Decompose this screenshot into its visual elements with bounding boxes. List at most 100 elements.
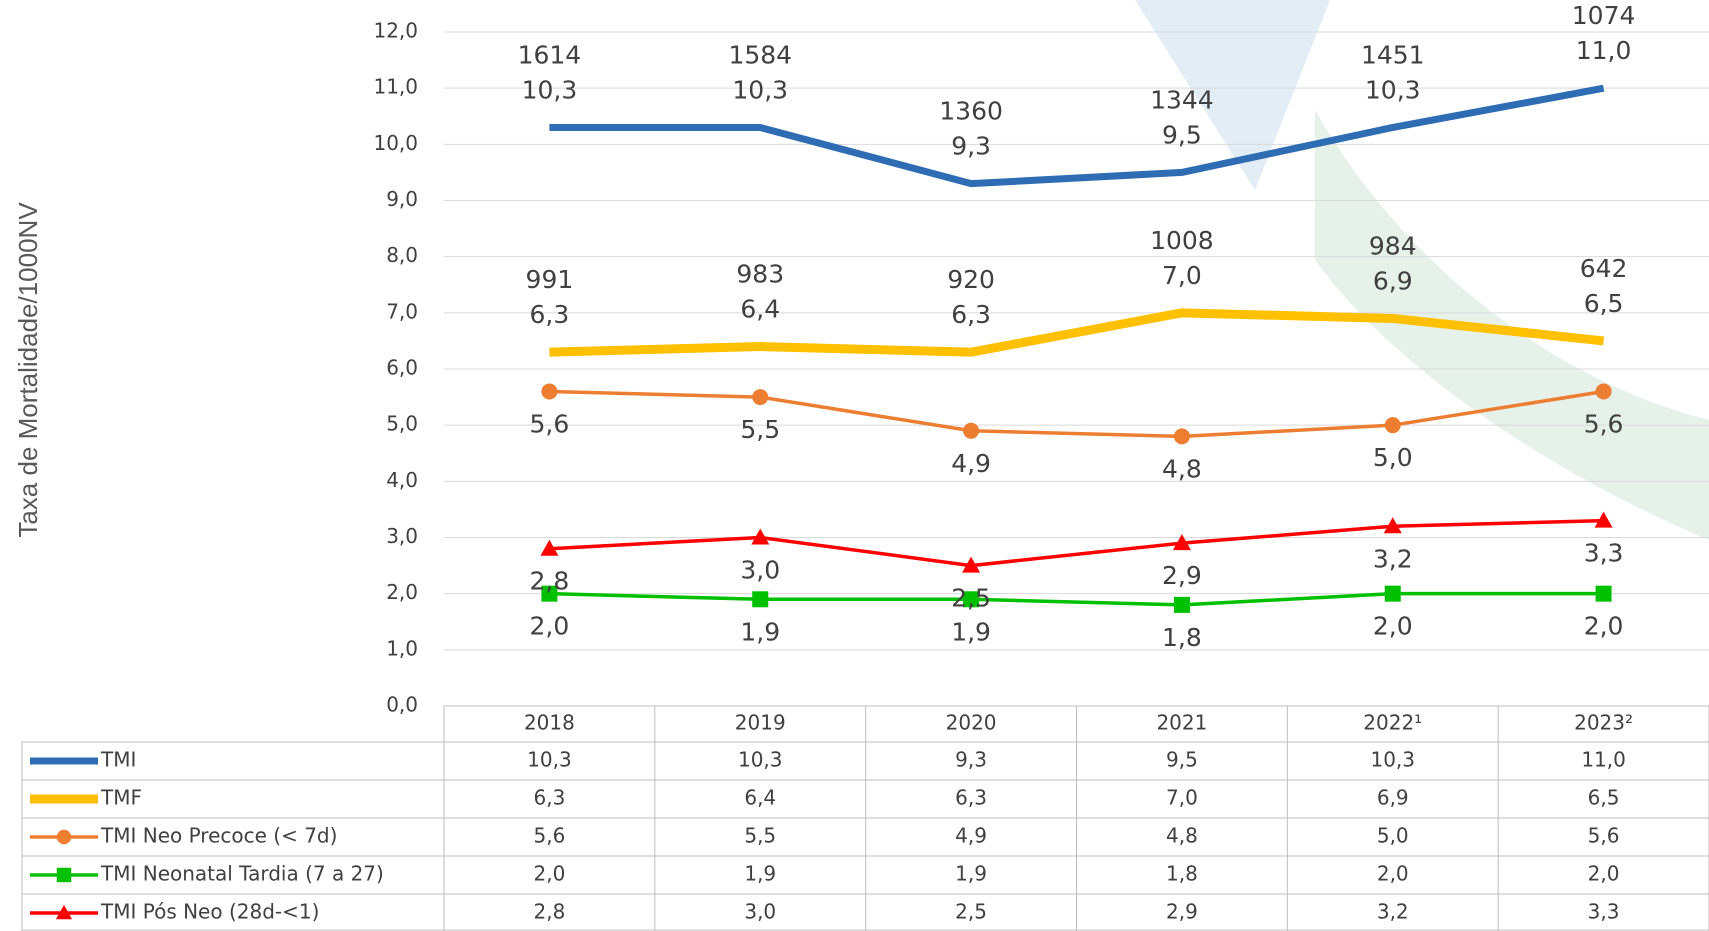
data-label: 5,6 bbox=[1584, 409, 1624, 438]
table-cell: 6,5 bbox=[1588, 786, 1620, 810]
count-label: 1614 bbox=[518, 40, 582, 69]
y-tick-label: 8,0 bbox=[386, 243, 418, 267]
table-cell: 4,8 bbox=[1166, 824, 1198, 848]
data-label: 1,9 bbox=[740, 617, 780, 646]
data-point bbox=[963, 423, 979, 439]
count-label: 1008 bbox=[1150, 226, 1214, 255]
count-label: 983 bbox=[736, 260, 784, 289]
table-cell: 6,4 bbox=[744, 786, 776, 810]
y-tick-label: 0,0 bbox=[386, 693, 418, 717]
table-cell: 4,9 bbox=[955, 824, 987, 848]
table-cell: 7,0 bbox=[1166, 786, 1198, 810]
y-tick-label: 1,0 bbox=[386, 636, 418, 660]
data-label: 3,0 bbox=[740, 556, 780, 585]
data-label: 10,3 bbox=[732, 75, 788, 104]
data-point bbox=[1174, 428, 1190, 444]
data-label: 2,0 bbox=[530, 612, 570, 641]
data-label: 6,9 bbox=[1373, 266, 1413, 295]
x-tick-label: 2018 bbox=[524, 711, 575, 735]
data-label: 4,9 bbox=[951, 449, 991, 478]
y-tick-label: 12,0 bbox=[373, 19, 418, 43]
data-point bbox=[752, 389, 768, 405]
legend-label: TMI Pós Neo (28d-<1) bbox=[100, 900, 319, 924]
data-label: 2,9 bbox=[1162, 561, 1202, 590]
data-label: 2,0 bbox=[1584, 612, 1624, 641]
legend-label: TMI Neo Precoce (< 7d) bbox=[100, 824, 337, 848]
x-tick-label: 2021 bbox=[1156, 711, 1207, 735]
table-cell: 2,5 bbox=[955, 900, 987, 924]
data-label: 10,3 bbox=[1365, 75, 1421, 104]
data-label: 6,5 bbox=[1584, 289, 1624, 318]
data-label: 5,0 bbox=[1373, 443, 1413, 472]
table-cell: 2,9 bbox=[1166, 900, 1198, 924]
legend-label: TMI bbox=[100, 748, 136, 772]
data-label: 6,3 bbox=[951, 300, 991, 329]
table-cell: 1,9 bbox=[955, 862, 987, 886]
x-tick-label: 2020 bbox=[946, 711, 997, 735]
data-label: 2,5 bbox=[951, 584, 991, 613]
data-point bbox=[1596, 383, 1612, 399]
table-cell: 5,0 bbox=[1377, 824, 1409, 848]
data-label: 1,9 bbox=[951, 617, 991, 646]
count-label: 642 bbox=[1580, 254, 1628, 283]
series-line bbox=[549, 521, 1603, 566]
table-cell: 3,0 bbox=[744, 900, 776, 924]
data-label: 5,6 bbox=[530, 409, 570, 438]
data-label: 10,3 bbox=[522, 75, 578, 104]
count-label: 1451 bbox=[1361, 40, 1425, 69]
table-cell: 2,8 bbox=[534, 900, 566, 924]
data-label: 7,0 bbox=[1162, 261, 1202, 290]
legend-label: TMI Neonatal Tardia (7 a 27) bbox=[100, 862, 384, 886]
y-tick-label: 10,0 bbox=[373, 131, 418, 155]
decoration bbox=[1315, 110, 1709, 540]
table-cell: 2,0 bbox=[534, 862, 566, 886]
data-label: 6,4 bbox=[740, 295, 780, 324]
data-label: 2,8 bbox=[530, 567, 570, 596]
y-axis-label: Taxa de Mortalidade/1000NV bbox=[13, 202, 43, 538]
data-label: 2,0 bbox=[1373, 612, 1413, 641]
count-label: 920 bbox=[947, 265, 995, 294]
table-cell: 5,5 bbox=[744, 824, 776, 848]
table-cell: 10,3 bbox=[527, 748, 572, 772]
data-point bbox=[1174, 597, 1190, 613]
y-tick-label: 6,0 bbox=[386, 356, 418, 380]
x-tick-label: 2023² bbox=[1574, 711, 1633, 735]
count-label: 1344 bbox=[1150, 85, 1214, 114]
y-tick-label: 11,0 bbox=[373, 75, 418, 99]
data-label: 5,5 bbox=[740, 415, 780, 444]
table-cell: 9,5 bbox=[1166, 748, 1198, 772]
data-point bbox=[1596, 586, 1612, 602]
data-point bbox=[1385, 417, 1401, 433]
y-tick-label: 2,0 bbox=[386, 580, 418, 604]
count-label: 984 bbox=[1369, 231, 1417, 260]
data-point bbox=[752, 591, 768, 607]
data-label: 9,3 bbox=[951, 132, 991, 161]
table-cell: 5,6 bbox=[1588, 824, 1620, 848]
table-cell: 3,2 bbox=[1377, 900, 1409, 924]
table-cell: 2,0 bbox=[1377, 862, 1409, 886]
table-cell: 2,0 bbox=[1588, 862, 1620, 886]
legend-label: TMF bbox=[100, 786, 142, 810]
legend-marker bbox=[57, 868, 71, 882]
y-tick-label: 5,0 bbox=[386, 412, 418, 436]
y-tick-label: 9,0 bbox=[386, 187, 418, 211]
table-cell: 9,3 bbox=[955, 748, 987, 772]
data-label: 6,3 bbox=[530, 300, 570, 329]
legend-marker bbox=[57, 830, 71, 844]
table-cell: 5,6 bbox=[534, 824, 566, 848]
y-tick-label: 7,0 bbox=[386, 299, 418, 323]
y-tick-label: 3,0 bbox=[386, 524, 418, 548]
table-cell: 6,3 bbox=[534, 786, 566, 810]
data-point bbox=[1385, 586, 1401, 602]
table-cell: 3,3 bbox=[1588, 900, 1620, 924]
series-line bbox=[549, 594, 1603, 605]
table-cell: 10,3 bbox=[738, 748, 783, 772]
data-point bbox=[541, 383, 557, 399]
series-line bbox=[549, 88, 1603, 183]
table-cell: 6,9 bbox=[1377, 786, 1409, 810]
series-line bbox=[549, 391, 1603, 436]
data-label: 3,2 bbox=[1373, 544, 1413, 573]
count-label: 991 bbox=[526, 265, 574, 294]
data-label: 9,5 bbox=[1162, 120, 1202, 149]
table-cell: 10,3 bbox=[1370, 748, 1415, 772]
